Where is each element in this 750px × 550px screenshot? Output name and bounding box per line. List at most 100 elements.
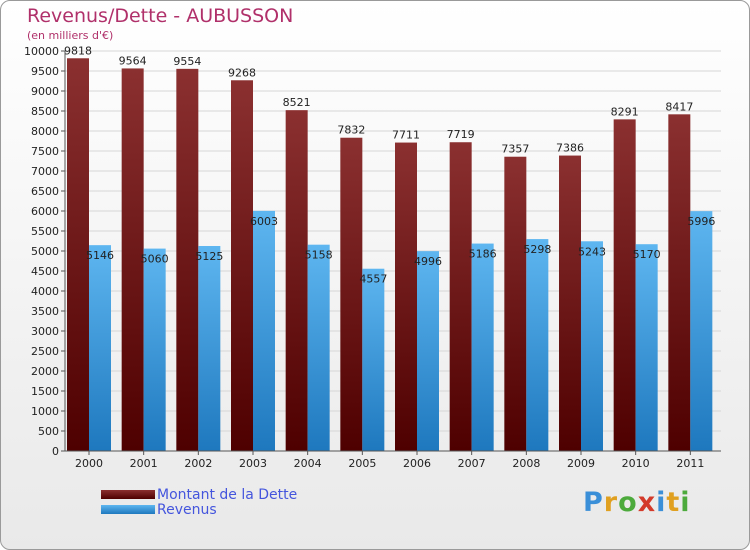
revenus-value-label: 5996: [687, 215, 715, 228]
dette-value-label: 9564: [119, 54, 147, 67]
dette-bar-2002: [176, 68, 199, 451]
legend-label-dette: Montant de la Dette: [157, 486, 298, 503]
legend-item-dette: Montant de la Dette: [101, 486, 298, 503]
legend-item-revenus: Revenus: [101, 501, 297, 518]
y-tick-label: 2500: [31, 345, 59, 358]
y-tick-label: 8500: [31, 105, 59, 118]
revenus-value-label: 5298: [523, 243, 551, 256]
chart-subtitle: (en milliers d'€): [27, 29, 114, 42]
y-tick-label: 4000: [31, 285, 59, 298]
dette-bar-2008: [504, 156, 527, 451]
y-tick-label: 2000: [31, 365, 59, 378]
y-tick-label: 9500: [31, 65, 59, 78]
x-tick-label: 2001: [130, 457, 158, 470]
revenus-bar-2011: [690, 211, 713, 451]
x-tick-label: 2004: [294, 457, 322, 470]
dette-value-label: 7357: [501, 143, 529, 156]
x-tick-label: 2003: [239, 457, 267, 470]
y-tick-label: 5500: [31, 225, 59, 238]
y-tick-label: 10000: [24, 45, 59, 58]
x-tick-label: 2005: [348, 457, 376, 470]
dette-value-label: 9554: [173, 55, 201, 68]
revenus-value-label: 5170: [633, 248, 661, 261]
revenus-value-label: 4996: [414, 255, 442, 268]
logo-letter: r: [603, 487, 619, 518]
revenus-value-label: 5125: [195, 250, 223, 263]
logo-letter: i: [656, 487, 667, 518]
x-tick-label: 2006: [403, 457, 431, 470]
y-tick-label: 9000: [31, 85, 59, 98]
dette-bar-2010: [613, 119, 636, 452]
dette-bar-2000: [67, 58, 89, 451]
revenus-bar-2010: [635, 244, 658, 451]
x-tick-label: 2000: [75, 457, 103, 470]
x-tick-label: 2009: [567, 457, 595, 470]
logo-letter: P: [583, 487, 604, 518]
dette-value-label: 8521: [283, 96, 311, 109]
x-tick-label: 2008: [512, 457, 540, 470]
y-tick-label: 7500: [31, 145, 59, 158]
y-tick-label: 1500: [31, 385, 59, 398]
y-tick-label: 6000: [31, 205, 59, 218]
y-tick-label: 6500: [31, 185, 59, 198]
logo-letter: i: [680, 487, 691, 518]
revenus-bar-2002: [198, 246, 221, 451]
revenus-bar-2008: [526, 239, 549, 451]
y-tick-label: 3500: [31, 305, 59, 318]
y-tick-label: 7000: [31, 165, 59, 178]
dette-value-label: 7832: [337, 124, 365, 137]
y-tick-label: 1000: [31, 405, 59, 418]
x-tick-label: 2007: [458, 457, 486, 470]
revenus-value-label: 5060: [141, 253, 169, 266]
revenus-bar-2007: [471, 243, 494, 451]
y-tick-label: 3000: [31, 325, 59, 338]
y-tick-label: 8000: [31, 125, 59, 138]
y-tick-label: 5000: [31, 245, 59, 258]
dette-bar-2004: [285, 110, 308, 451]
dette-bar-2009: [559, 155, 581, 451]
y-tick-label: 0: [52, 445, 59, 458]
dette-bar-2001: [121, 68, 144, 451]
dette-value-label: 9818: [64, 44, 92, 57]
dette-value-label: 8417: [665, 100, 693, 113]
revenus-bar-2001: [143, 248, 166, 451]
revenus-bar-2009: [581, 241, 603, 451]
revenus-bar-2006: [417, 251, 439, 451]
revenus-bar-2003: [253, 210, 275, 451]
revenus-value-label: 5146: [86, 249, 114, 262]
revenus-value-label: 5186: [469, 248, 497, 261]
y-tick-label: 4500: [31, 265, 59, 278]
legend-swatch-dette: [101, 490, 155, 499]
x-tick-label: 2010: [622, 457, 650, 470]
revenus-value-label: 6003: [250, 215, 278, 228]
y-tick-label: 500: [38, 425, 59, 438]
dette-bar-2003: [231, 80, 253, 451]
dette-bar-2011: [668, 114, 691, 451]
legend-label-revenus: Revenus: [157, 501, 217, 518]
logo-letter: o: [618, 487, 638, 518]
legend-swatch-revenus: [101, 505, 155, 514]
dette-value-label: 7386: [556, 142, 584, 155]
dette-value-label: 9268: [228, 66, 256, 79]
logo-letter: t: [666, 487, 681, 518]
revenus-bar-2005: [362, 268, 385, 451]
dette-bar-2005: [340, 137, 363, 451]
revenus-bar-2000: [89, 245, 111, 451]
logo-letter: x: [637, 487, 657, 518]
dette-value-label: 8291: [611, 105, 639, 118]
legend: Montant de la Dette Revenus: [101, 486, 298, 518]
revenus-value-label: 4557: [359, 273, 387, 286]
chart-title: Revenus/Dette - AUBUSSON: [27, 5, 294, 27]
revenus-bar-2004: [307, 244, 330, 451]
dette-value-label: 7719: [447, 128, 475, 141]
revenus-value-label: 5243: [578, 245, 606, 258]
dette-bar-2007: [449, 142, 472, 452]
x-tick-label: 2011: [676, 457, 704, 470]
dette-value-label: 7711: [392, 129, 420, 142]
revenus-value-label: 5158: [305, 249, 333, 262]
x-tick-label: 2002: [184, 457, 212, 470]
dette-bar-2006: [395, 142, 417, 451]
proxiti-logo: Proxiti: [583, 487, 691, 518]
